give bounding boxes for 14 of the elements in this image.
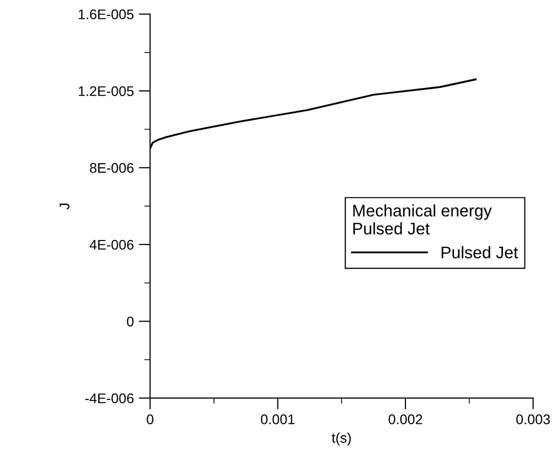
y-tick-label: 1.2E-005: [78, 86, 134, 96]
x-axis-title: t(s): [332, 432, 351, 446]
x-tick-label: 0: [146, 414, 154, 424]
y-axis-title: J: [60, 204, 70, 210]
y-tick-label: 1.6E-005: [78, 9, 134, 20]
y-tick-label: 0: [126, 316, 134, 326]
x-tick-label: 0.002: [388, 414, 422, 424]
legend-title: Mechanical energy Pulsed Jet: [353, 204, 492, 234]
x-tick-label: 0.003: [516, 414, 550, 424]
x-tick-label: 0.001: [260, 414, 294, 424]
legend-label: Pulsed Jet: [442, 246, 518, 258]
y-tick-label: 8E-006: [90, 163, 134, 173]
y-tick-label: -4E-006: [85, 393, 134, 404]
y-tick-label: 4E-006: [90, 240, 134, 250]
